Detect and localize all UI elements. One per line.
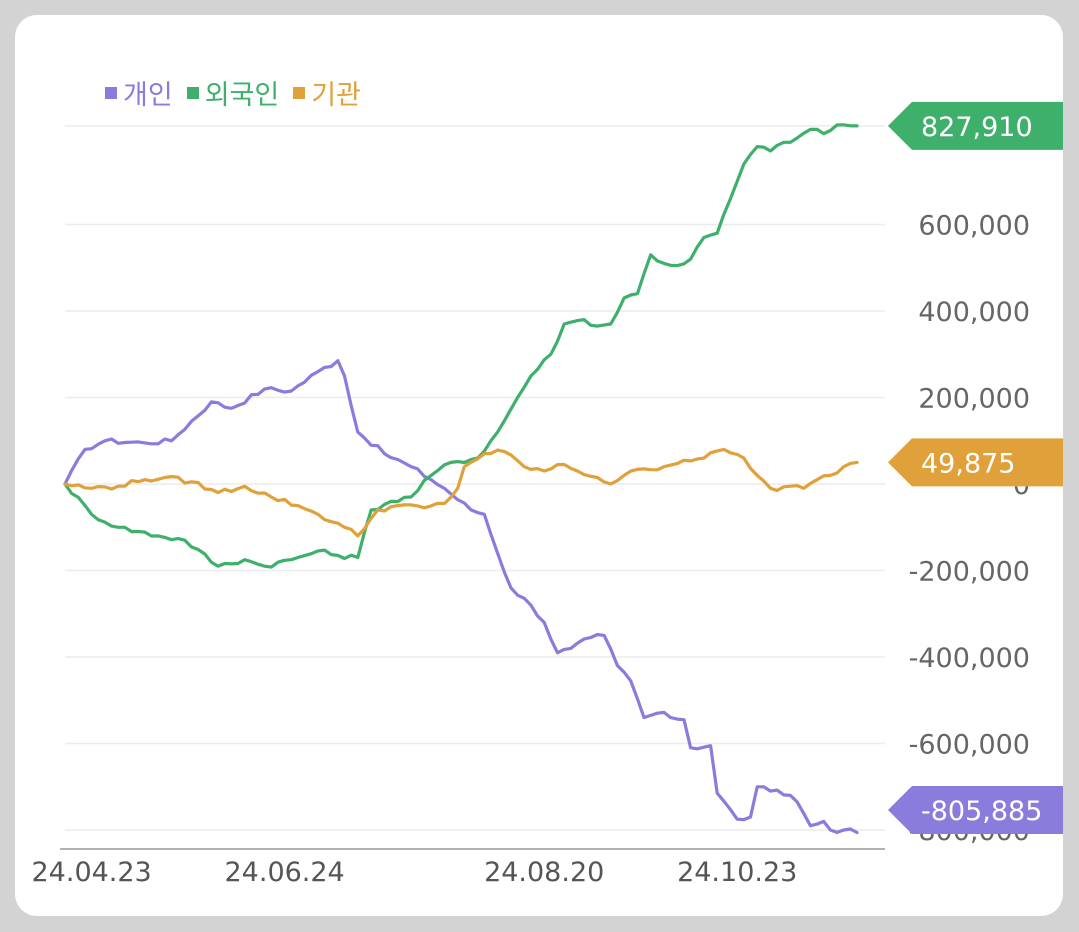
x-tick-label: 24.10.23 (677, 857, 797, 888)
y-tick-label: -600,000 (909, 730, 1030, 761)
legend-label-individual: 개인 (123, 80, 173, 111)
last-value-label: 49,875 (921, 448, 1015, 479)
last-value-tag-1: 827,910 (888, 101, 1063, 150)
y-tick-label: 600,000 (918, 211, 1030, 242)
line-chart: 600,000400,000200,0000-200,000-400,000-6… (32, 101, 1063, 888)
legend-swatch-foreign (186, 86, 199, 99)
y-tick-label: 200,000 (918, 384, 1030, 415)
last-value-tag-2: 49,875 (888, 438, 1063, 487)
series-line-0 (63, 359, 859, 835)
y-tick-label: 400,000 (918, 297, 1030, 328)
last-value-tag-bg (888, 101, 1063, 150)
last-value-tag-bg (888, 786, 1063, 834)
last-value-tag-0: -805,885 (888, 786, 1063, 834)
legend-swatch-institution (293, 86, 306, 99)
y-tick-label: -200,000 (909, 557, 1030, 588)
y-tick-label: -400,000 (909, 643, 1030, 674)
last-value-label: -805,885 (921, 796, 1042, 827)
legend-item-foreign: 외국인 (186, 73, 280, 112)
legend-label-foreign: 외국인 (204, 80, 280, 111)
last-value-label: 827,910 (921, 112, 1033, 143)
x-tick-label: 24.08.20 (484, 857, 604, 888)
chart-card: 개인 외국인 기관 600,000400,000200,0000-200,000… (15, 15, 1063, 916)
series-line-1 (63, 123, 859, 569)
x-tick-label: 24.06.24 (225, 857, 345, 888)
last-value-tag-bg (888, 438, 1063, 487)
legend-label-institution: 기관 (311, 80, 361, 111)
x-tick-label: 24.04.23 (32, 857, 152, 888)
legend-swatch-individual (105, 86, 117, 99)
series-line-2 (63, 447, 859, 538)
legend-item-individual: 개인 (105, 73, 173, 112)
legend: 개인 외국인 기관 (105, 73, 361, 112)
legend-item-institution: 기관 (293, 73, 361, 112)
